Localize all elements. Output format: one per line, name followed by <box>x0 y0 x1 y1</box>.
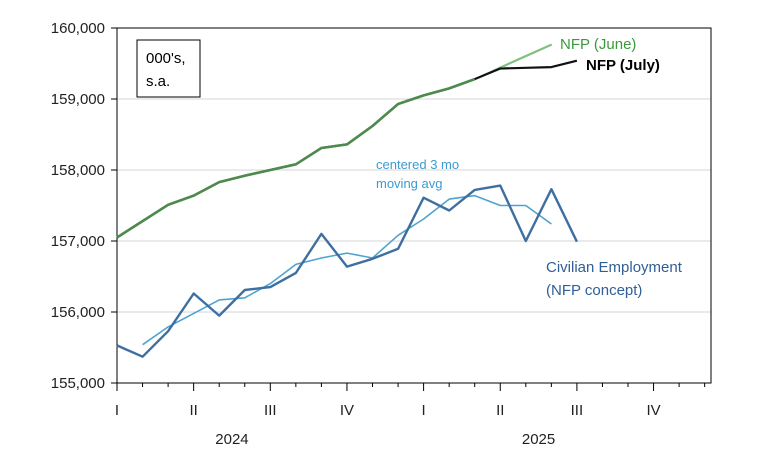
moving-avg-label-line1: centered 3 mo <box>376 157 459 172</box>
series-line-civilian-employment <box>116 184 578 358</box>
civilian-employment-label-line1: Civilian Employment <box>546 259 683 276</box>
gridlines <box>117 98 711 313</box>
units-box-line2: s.a. <box>146 73 170 90</box>
y-tick-label: 158,000 <box>51 162 105 179</box>
x-quarter-label: IV <box>340 402 354 419</box>
series-line-moving-avg <box>142 194 552 346</box>
x-quarter-label: I <box>115 402 119 419</box>
x-quarter-label: II <box>189 402 197 419</box>
x-quarter-label: IV <box>646 402 660 419</box>
civilian-employment-label-line2: (NFP concept) <box>546 282 642 299</box>
y-tick-label: 156,000 <box>51 304 105 321</box>
y-tick-label: 155,000 <box>51 375 105 392</box>
plot-frame <box>116 27 712 384</box>
series-lines <box>116 43 578 358</box>
y-tick-label: 157,000 <box>51 233 105 250</box>
x-year-label: 2025 <box>522 431 555 448</box>
moving-avg-label-line2: moving avg <box>376 176 442 191</box>
y-tick-label: 159,000 <box>51 91 105 108</box>
x-year-label: 2024 <box>215 431 248 448</box>
nfp-july-label: NFP (July) <box>586 57 660 74</box>
nfp-june-label: NFP (June) <box>560 36 636 53</box>
x-quarter-label: III <box>264 402 277 419</box>
series-line-nfp-shared-history <box>116 77 476 239</box>
x-quarter-label: I <box>422 402 426 419</box>
units-box: 000's, s.a. <box>136 39 201 98</box>
x-quarter-label: II <box>496 402 504 419</box>
y-tick-label: 160,000 <box>51 20 105 37</box>
units-box-line1: 000's, <box>146 50 186 67</box>
y-axis: 155,000 156,000 157,000 158,000 159,000 160,0… <box>51 20 117 392</box>
nfp-june-leader-line <box>502 44 553 68</box>
x-quarter-label: III <box>571 402 584 419</box>
